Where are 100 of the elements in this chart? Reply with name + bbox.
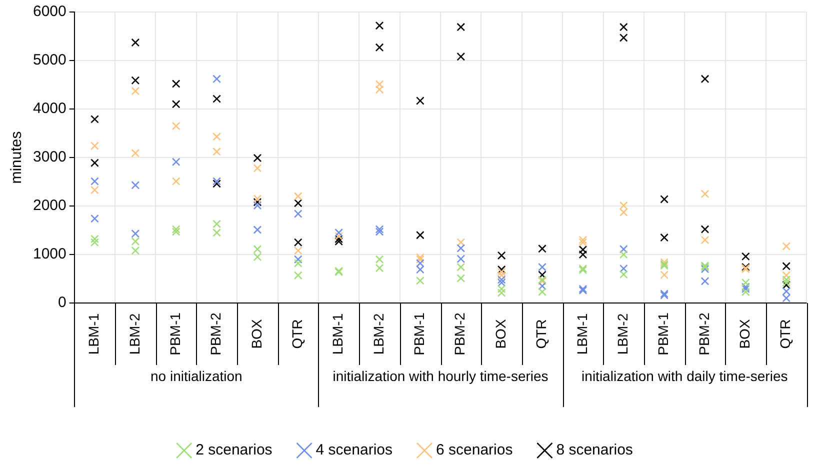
point xyxy=(334,228,344,237)
point xyxy=(578,238,588,247)
point xyxy=(416,255,424,264)
point xyxy=(538,288,546,296)
point xyxy=(619,34,628,42)
y-tick-label: 1000 xyxy=(32,246,66,263)
point xyxy=(294,192,302,200)
point xyxy=(334,237,344,246)
x-tick-label: PBM-1 xyxy=(655,312,672,356)
point xyxy=(131,76,140,85)
point xyxy=(700,276,710,286)
point xyxy=(538,244,546,253)
x-tick-label: BOX xyxy=(736,318,753,349)
x-tick-label: PBM-1 xyxy=(411,312,428,356)
legend-label: 8 scenarios xyxy=(556,442,633,459)
point xyxy=(375,225,384,234)
x-tick-label: QTR xyxy=(533,319,550,349)
point xyxy=(90,186,99,194)
x-tick-label: PBM-1 xyxy=(166,312,183,356)
point xyxy=(172,225,180,234)
point xyxy=(375,228,384,236)
y-tick-label: 0 xyxy=(58,294,66,312)
point xyxy=(456,254,466,264)
x-tick-label: PBM-2 xyxy=(208,312,224,356)
point xyxy=(741,284,750,294)
point xyxy=(416,96,424,105)
point xyxy=(131,86,140,96)
point xyxy=(619,264,628,273)
point xyxy=(538,262,546,272)
point xyxy=(131,229,140,238)
point xyxy=(375,21,384,30)
point xyxy=(131,148,140,158)
x-tick-label: LBM-2 xyxy=(370,313,386,355)
point xyxy=(741,252,750,261)
x-tick-label: LBM-2 xyxy=(614,313,630,355)
point xyxy=(416,253,424,262)
point xyxy=(172,122,180,130)
point xyxy=(619,250,628,259)
point xyxy=(497,271,506,280)
point xyxy=(90,238,99,247)
legend-label: 2 scenarios xyxy=(196,442,272,459)
y-tick-label: 2000 xyxy=(32,197,66,214)
point xyxy=(212,74,221,84)
point xyxy=(497,284,506,294)
point xyxy=(212,147,221,156)
point xyxy=(90,177,99,186)
point xyxy=(782,278,791,287)
x-tick-label: QTR xyxy=(288,319,305,349)
x-tick-label: LBM-1 xyxy=(86,313,102,355)
legend-label: 4 scenarios xyxy=(316,442,393,459)
point xyxy=(172,228,180,236)
point xyxy=(456,274,466,282)
point xyxy=(253,198,262,206)
point xyxy=(90,142,99,150)
point xyxy=(294,246,302,255)
x-tick-label: LBM-1 xyxy=(330,313,346,355)
y-tick-label: 6000 xyxy=(32,3,66,20)
point xyxy=(660,270,668,280)
point xyxy=(131,180,140,190)
point xyxy=(700,225,710,234)
point xyxy=(741,282,750,292)
point xyxy=(375,43,384,52)
point xyxy=(172,177,180,186)
point xyxy=(456,52,466,61)
point xyxy=(253,226,262,234)
x-tick-label: BOX xyxy=(492,318,508,349)
point xyxy=(294,238,302,247)
text: initialization with daily time-series xyxy=(582,368,788,384)
point xyxy=(497,278,506,287)
point xyxy=(782,276,791,284)
point xyxy=(700,236,710,244)
point xyxy=(619,270,628,279)
point xyxy=(782,271,791,280)
point xyxy=(172,158,180,166)
y-tick-label: 3000 xyxy=(32,148,66,166)
point xyxy=(212,132,221,141)
legend-label: 6 scenarios xyxy=(436,442,513,459)
point xyxy=(700,190,710,198)
point xyxy=(253,164,262,172)
x-tick-label: LBM-2 xyxy=(126,313,142,355)
text: no initialization xyxy=(150,368,242,384)
x-tick-label: QTR xyxy=(777,319,794,349)
text: initialization with hourly time-series xyxy=(332,368,548,384)
point xyxy=(90,158,99,168)
point xyxy=(578,236,588,244)
point xyxy=(456,262,466,272)
point xyxy=(619,22,628,32)
point xyxy=(212,94,221,103)
y-tick-label: 5000 xyxy=(32,52,66,69)
point xyxy=(131,38,140,47)
point xyxy=(253,154,262,162)
point xyxy=(782,262,791,270)
x-tick-label: LBM-1 xyxy=(574,313,590,355)
point xyxy=(334,232,344,240)
point xyxy=(497,251,506,260)
x-tick-label: PBM-2 xyxy=(696,312,712,356)
point xyxy=(294,255,302,264)
point xyxy=(212,177,221,186)
point xyxy=(90,115,99,124)
point xyxy=(538,270,546,280)
